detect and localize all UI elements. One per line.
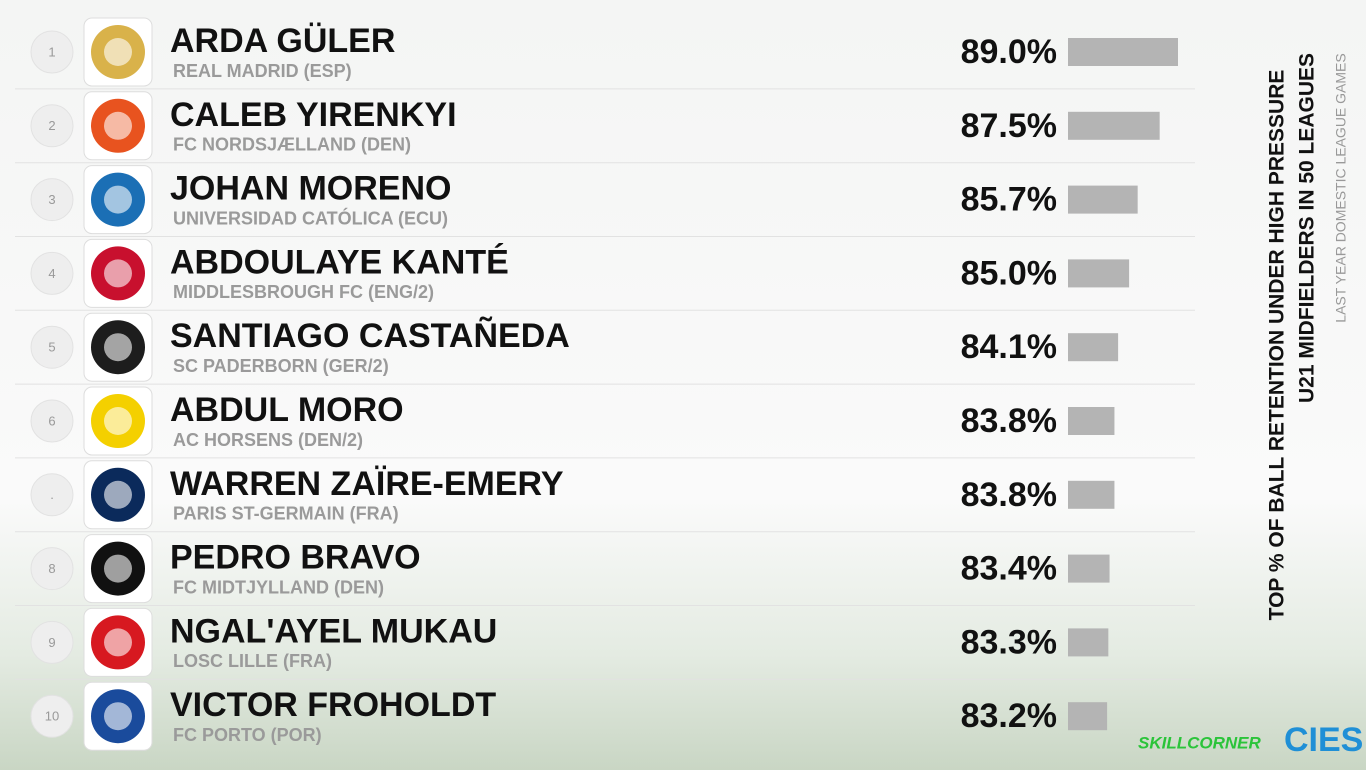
value-label: 83.8% bbox=[961, 476, 1057, 514]
player-name: JOHAN MORENO bbox=[170, 170, 451, 208]
club-name: FC PORTO (POR) bbox=[173, 725, 322, 745]
bar bbox=[1068, 333, 1119, 362]
bar bbox=[1068, 185, 1138, 214]
cies-logo: CIES bbox=[1284, 721, 1363, 759]
club-logo-inner bbox=[104, 259, 132, 288]
bar bbox=[1068, 259, 1130, 288]
club-logo-inner bbox=[104, 407, 132, 435]
club-name: AC HORSENS (DEN/2) bbox=[173, 430, 363, 450]
rank: 4 bbox=[48, 266, 55, 281]
rank: 1 bbox=[48, 44, 55, 59]
bar bbox=[1068, 407, 1115, 435]
club-logo-inner bbox=[104, 333, 132, 362]
value-label: 89.0% bbox=[961, 33, 1057, 71]
rank: 8 bbox=[48, 561, 55, 576]
value-label: 85.7% bbox=[961, 181, 1057, 219]
club-name: SC PADERBORN (GER/2) bbox=[173, 356, 389, 376]
club-logo-inner bbox=[104, 628, 132, 657]
rank-badge bbox=[30, 251, 74, 295]
bar bbox=[1068, 38, 1178, 66]
rank: 2 bbox=[48, 118, 55, 133]
value-label: 83.2% bbox=[961, 697, 1057, 735]
club-name: PARIS ST-GERMAIN (FRA) bbox=[173, 504, 399, 524]
value-label: 83.8% bbox=[961, 402, 1057, 440]
player-name: SANTIAGO CASTAÑEDA bbox=[170, 317, 570, 355]
rank-badge bbox=[30, 547, 74, 591]
club-name: FC MIDTJYLLAND (DEN) bbox=[173, 577, 384, 597]
club-name: UNIVERSIDAD CATÓLICA (ECU) bbox=[173, 207, 448, 228]
player-name: WARREN ZAÏRE-EMERY bbox=[170, 465, 564, 503]
rank-badge bbox=[30, 620, 74, 664]
rank-badge bbox=[30, 178, 74, 222]
chart-caption: LAST YEAR DOMESTIC LEAGUE GAMES bbox=[1333, 53, 1349, 322]
player-name: VICTOR FROHOLDT bbox=[170, 686, 496, 724]
player-name: PEDRO BRAVO bbox=[170, 539, 421, 577]
club-logo-inner bbox=[104, 480, 132, 509]
bar bbox=[1068, 480, 1115, 509]
rank: . bbox=[50, 487, 54, 502]
rank-badge bbox=[30, 104, 74, 148]
club-logo-inner bbox=[104, 702, 132, 731]
subtitle-group: U21 MIDFIELDERS IN 50 LEAGUES bbox=[1296, 53, 1319, 403]
title-group: TOP % OF BALL RETENTION UNDER HIGH PRESS… bbox=[1266, 70, 1289, 621]
club-logo-inner bbox=[104, 554, 132, 583]
bar bbox=[1068, 702, 1108, 731]
rank-badge bbox=[30, 30, 74, 74]
rank-badge bbox=[30, 694, 74, 738]
bar bbox=[1068, 554, 1110, 583]
caption-group: LAST YEAR DOMESTIC LEAGUE GAMES bbox=[1333, 53, 1349, 322]
club-logo-inner bbox=[104, 38, 132, 66]
rank: 10 bbox=[45, 709, 59, 724]
player-name: ABDUL MORO bbox=[170, 391, 404, 429]
club-logo-inner bbox=[104, 111, 132, 140]
rank-badge bbox=[30, 399, 74, 443]
club-name: REAL MADRID (ESP) bbox=[173, 61, 352, 81]
club-name: LOSC LILLE (FRA) bbox=[173, 651, 332, 671]
value-label: 85.0% bbox=[961, 254, 1057, 292]
value-label: 87.5% bbox=[961, 107, 1057, 145]
rank-badge bbox=[30, 473, 74, 517]
club-logo-inner bbox=[104, 185, 132, 214]
bar bbox=[1068, 628, 1109, 657]
rank: 9 bbox=[48, 635, 55, 650]
skillcorner-logo: SKILLCORNER bbox=[1138, 733, 1262, 752]
chart-title: TOP % OF BALL RETENTION UNDER HIGH PRESS… bbox=[1266, 70, 1289, 621]
rank: 6 bbox=[48, 413, 55, 428]
player-name: ARDA GÜLER bbox=[170, 22, 395, 60]
chart-subtitle: U21 MIDFIELDERS IN 50 LEAGUES bbox=[1296, 53, 1319, 403]
player-name: CALEB YIRENKYI bbox=[170, 96, 457, 134]
rank: 5 bbox=[48, 340, 55, 355]
rank: 3 bbox=[48, 192, 55, 207]
value-label: 84.1% bbox=[961, 328, 1057, 366]
club-name: MIDDLESBROUGH FC (ENG/2) bbox=[173, 282, 434, 302]
player-name: ABDOULAYE KANTÉ bbox=[170, 243, 509, 281]
club-name: FC NORDSJÆLLAND (DEN) bbox=[173, 135, 411, 155]
value-label: 83.4% bbox=[961, 550, 1057, 588]
rank-badge bbox=[30, 325, 74, 369]
player-name: NGAL'AYEL MUKAU bbox=[170, 612, 497, 650]
bar bbox=[1068, 111, 1160, 140]
value-label: 83.3% bbox=[961, 623, 1057, 661]
